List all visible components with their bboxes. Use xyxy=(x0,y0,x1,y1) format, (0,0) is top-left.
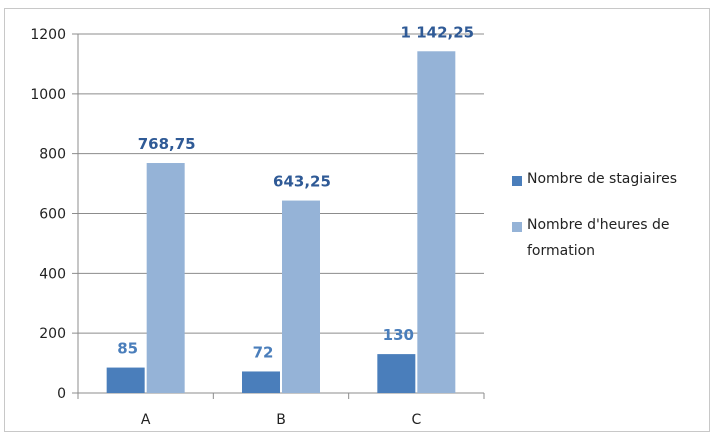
data-label-heures-B: 643,25 xyxy=(273,173,331,191)
bar-stagiaires-C xyxy=(377,354,416,393)
legend-item-heures: Nombre d'heures de formation xyxy=(512,217,707,264)
legend-label-heures: Nombre d'heures de formation xyxy=(527,217,670,259)
x-tick-label-C: C xyxy=(411,412,421,428)
bar-heures-A xyxy=(146,163,185,393)
data-label-heures-C: 1 142,25 xyxy=(401,23,475,41)
y-tick-label-1000: 1000 xyxy=(30,87,66,103)
chart-frame xyxy=(4,8,710,432)
y-tick-label-400: 400 xyxy=(39,266,66,282)
bar-heures-B xyxy=(282,200,320,393)
legend-item-stagiaires: Nombre de stagiaires xyxy=(512,171,707,192)
legend-label-stagiaires: Nombre de stagiaires xyxy=(527,171,677,187)
x-tick-label-A: A xyxy=(141,412,151,428)
bar-stagiaires-B xyxy=(242,371,280,393)
bar-heures-C xyxy=(417,51,456,393)
y-tick-label-0: 0 xyxy=(57,386,66,402)
legend-swatch-heures xyxy=(512,222,522,232)
y-tick-label-800: 800 xyxy=(39,147,66,163)
bar-stagiaires-A xyxy=(106,367,145,393)
data-label-heures-A: 768,75 xyxy=(138,135,196,153)
data-label-stagiaires-B: 72 xyxy=(253,343,274,361)
legend-swatch-stagiaires xyxy=(512,176,522,186)
y-tick-label-200: 200 xyxy=(39,326,66,342)
legend: Nombre de stagiaires Nombre d'heures de … xyxy=(512,171,707,290)
data-label-stagiaires-C: 130 xyxy=(383,326,414,344)
y-tick-label-1200: 1200 xyxy=(30,27,66,43)
data-label-stagiaires-A: 85 xyxy=(117,340,138,358)
x-tick-label-B: B xyxy=(276,412,286,428)
y-tick-label-600: 600 xyxy=(39,207,66,223)
